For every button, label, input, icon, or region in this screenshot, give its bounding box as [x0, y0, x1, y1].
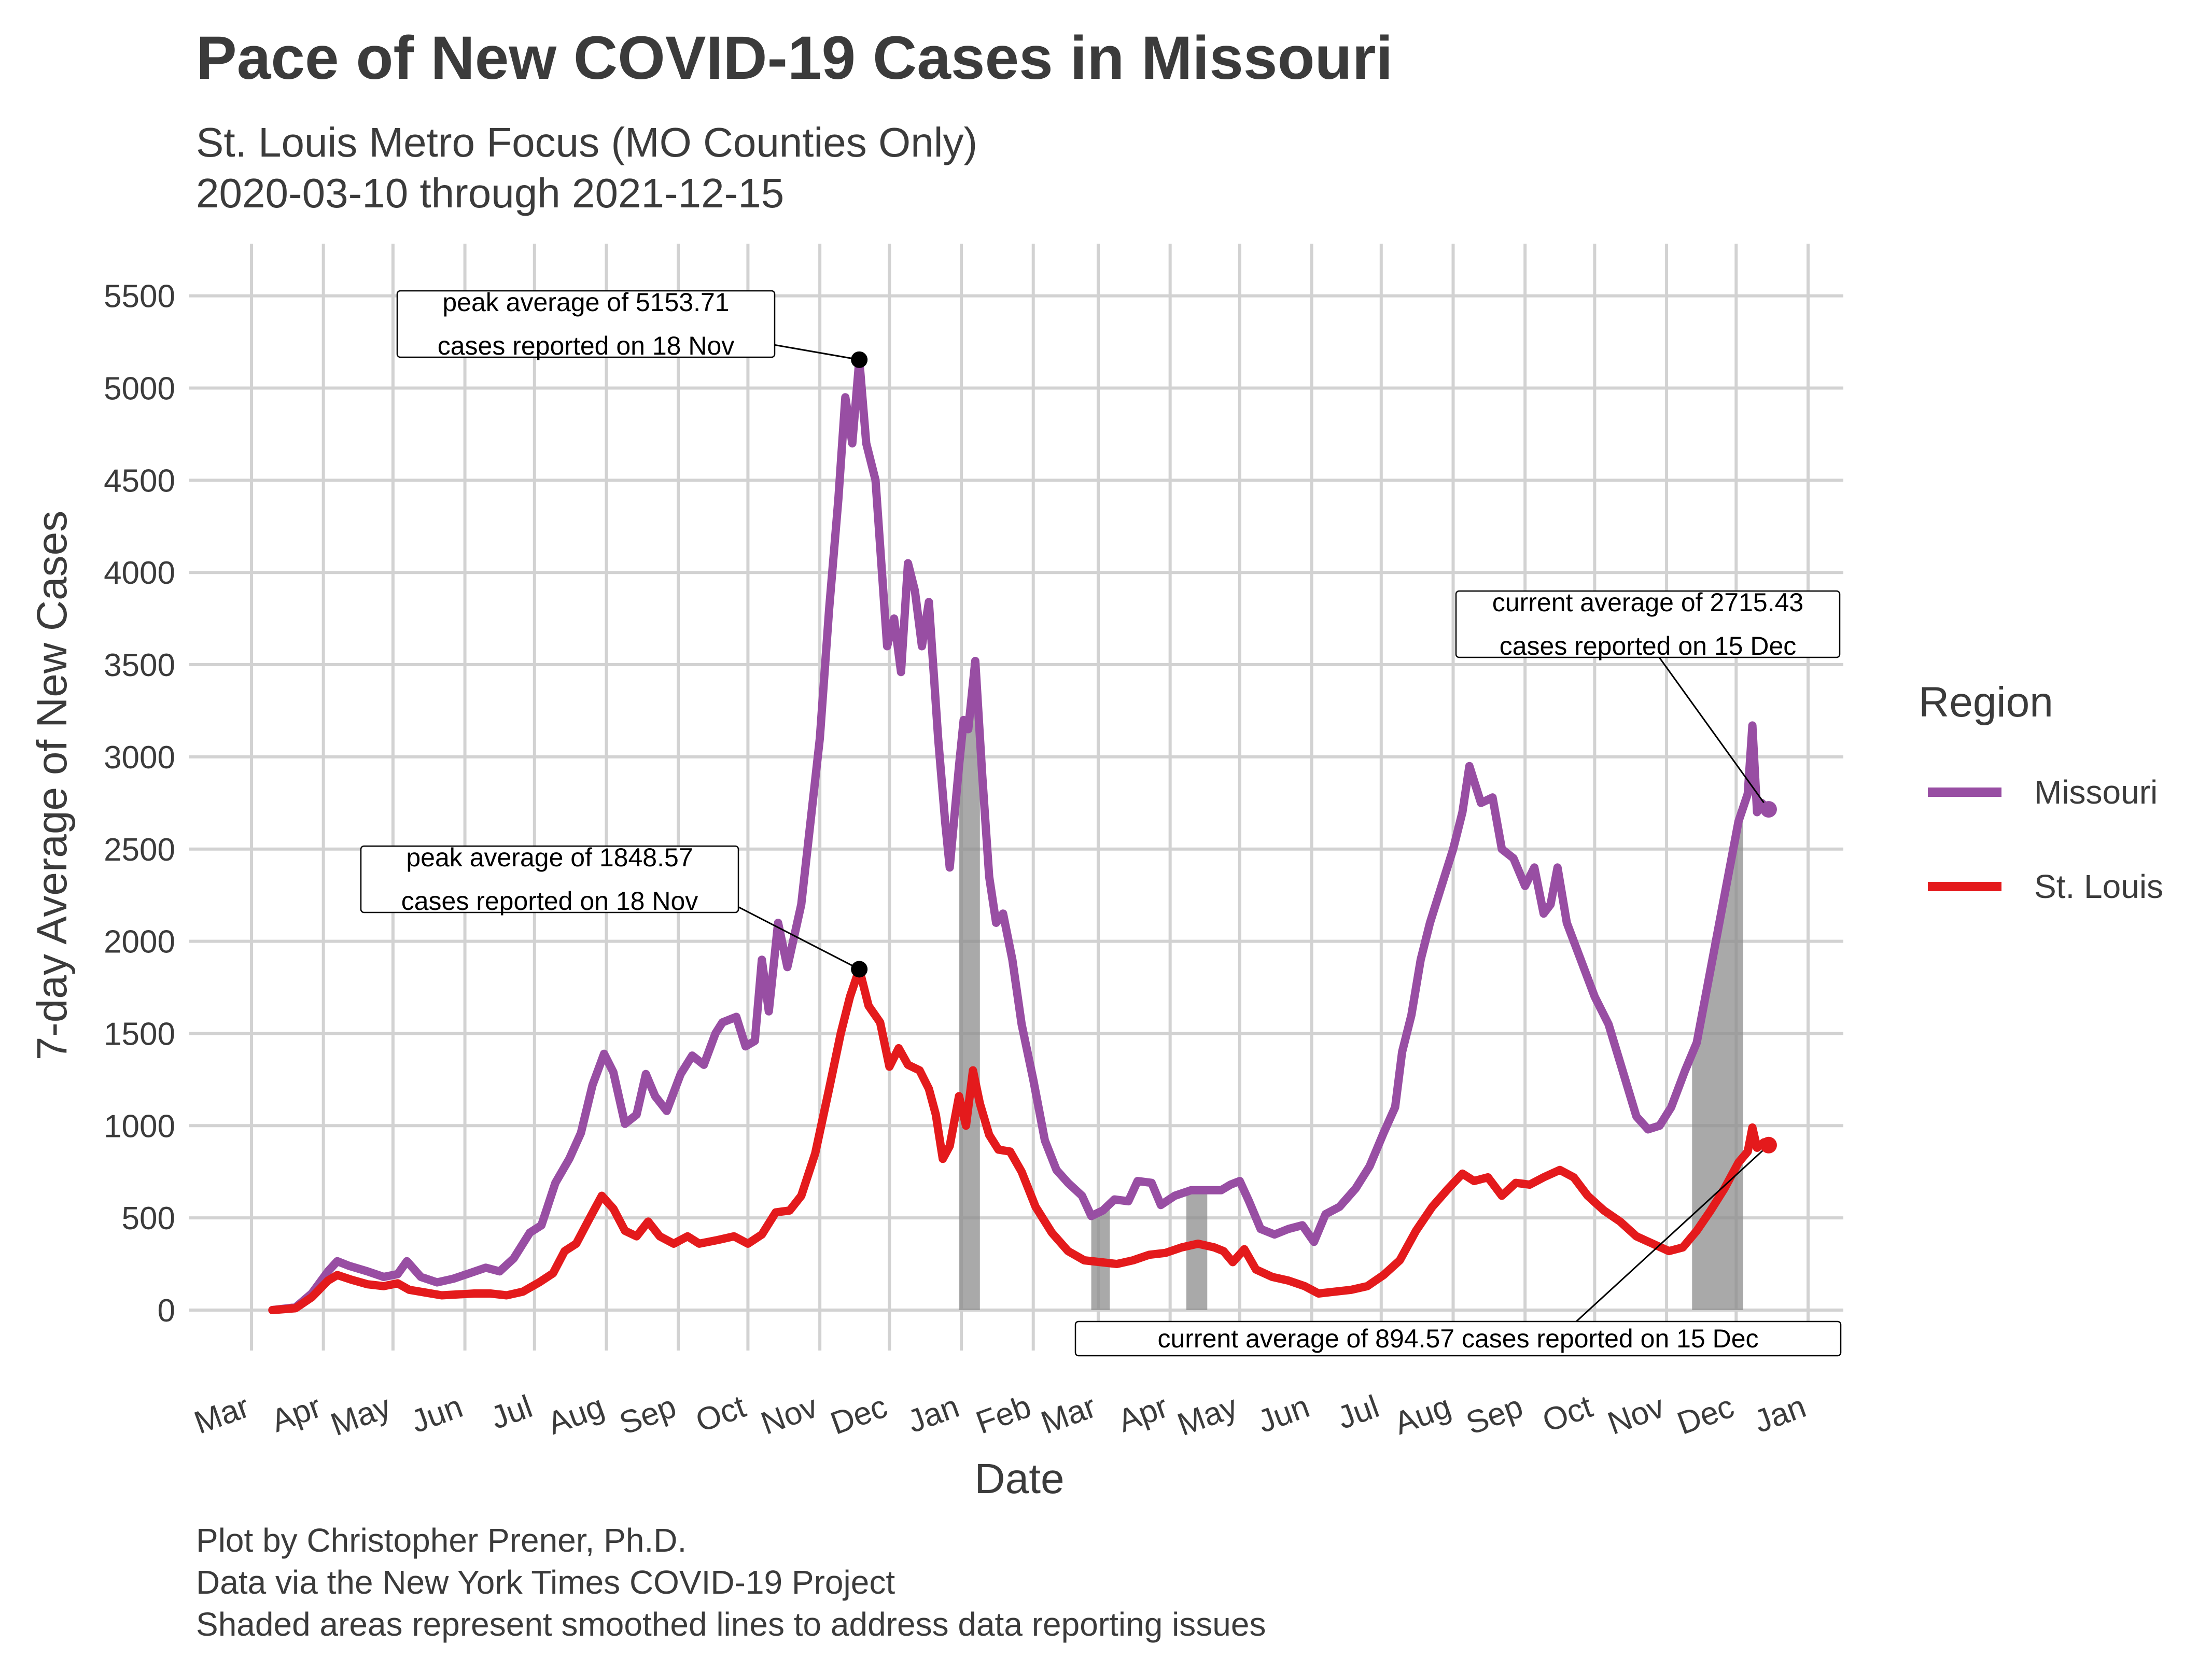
legend-title: Region [1919, 679, 2053, 726]
x-tick-label-apr-13: Apr [1113, 1388, 1172, 1439]
y-tick-label-4000: 4000 [104, 555, 175, 591]
grid-lines [189, 244, 1843, 1351]
shaded-area-2 [1091, 1204, 1110, 1310]
y-axis-ticks: 0 500 1000 1500 2000 2500 3000 3500 4000 4500 5000… [104, 279, 175, 1329]
x-tick-label-nov-20: Nov [1603, 1388, 1669, 1442]
caption-line-3: Shaded areas represent smoothed lines to… [196, 1606, 1266, 1643]
x-tick-label-jul-16: Jul [1333, 1388, 1384, 1436]
y-tick-label-4500: 4500 [104, 463, 175, 499]
caption-line-1: Plot by Christopher Prener, Ph.D. [196, 1522, 687, 1559]
x-axis-title: Date [974, 1455, 1064, 1502]
annotation-missouri-current-box [1455, 590, 1841, 658]
annotation-missouri-current-text-line-2: cases reported on 15 Dec [1500, 631, 1797, 660]
y-tick-label-5000: 5000 [104, 371, 175, 407]
legend-label-st-louis: St. Louis [2034, 868, 2163, 905]
annotation-st-louis-current-point [1760, 1136, 1777, 1154]
chart-title: Pace of New COVID-19 Cases in Missouri [196, 24, 1393, 92]
y-axis-title: 7-day Average of New Cases [29, 511, 76, 1061]
y-tick-label-1000: 1000 [104, 1108, 175, 1144]
series-lines [268, 355, 1773, 1314]
annotation-st-louis-current-box [1074, 1320, 1842, 1357]
series-line-st-louis [268, 965, 1773, 1314]
annotation-missouri-peak-point [851, 351, 868, 368]
x-tick-label-may-2: May [326, 1388, 396, 1443]
x-tick-label-dec-9: Dec [826, 1388, 892, 1442]
x-tick-label-aug-17: Aug [1390, 1388, 1455, 1442]
x-tick-label-jun-15: Jun [1253, 1388, 1314, 1440]
shaded-area-3 [1186, 1190, 1208, 1310]
legend: Region Missouri St. Louis [1919, 679, 2163, 905]
shaded-area-1 [959, 660, 980, 1310]
x-tick-label-jun-3: Jun [407, 1388, 468, 1440]
y-tick-label-2500: 2500 [104, 832, 175, 868]
x-tick-label-sep-18: Sep [1462, 1388, 1528, 1442]
x-tick-label-mar-0: Mar [190, 1388, 254, 1441]
x-tick-label-feb-11: Feb [971, 1388, 1035, 1441]
annotation-missouri-peak-text-line-1: peak average of 5153.71 [442, 288, 729, 317]
annotation-missouri-peak-box [396, 290, 776, 358]
x-tick-label-oct-19: Oct [1538, 1388, 1597, 1439]
chart-subtitle-line-1: St. Louis Metro Focus (MO Counties Only) [196, 119, 977, 165]
x-tick-label-jan-22: Jan [1749, 1388, 1811, 1440]
y-tick-label-3500: 3500 [104, 648, 175, 683]
x-tick-label-jul-4: Jul [486, 1388, 537, 1436]
y-tick-label-0: 0 [158, 1293, 175, 1329]
series-line-missouri [268, 355, 1773, 1314]
annotation-st-louis-peak-leader [720, 897, 860, 970]
x-axis-ticks: Mar Apr May Jun Jul Aug Sep Oct Nov Dec Jan Feb Mar A… [190, 1388, 1811, 1443]
annotation-st-louis-peak-point [851, 961, 868, 978]
shaded-area-4 [1692, 807, 1743, 1310]
annotation-st-louis-current-text-line-1: current average of 894.57 cases reported… [1157, 1324, 1758, 1353]
x-tick-label-may-14: May [1173, 1388, 1242, 1443]
x-tick-label-oct-7: Oct [691, 1388, 750, 1439]
x-tick-label-dec-21: Dec [1673, 1388, 1739, 1442]
x-tick-label-sep-6: Sep [615, 1388, 681, 1442]
annotation-st-louis-peak-text-line-1: peak average of 1848.57 [406, 843, 693, 872]
annotation-st-louis-current-leader [1575, 1144, 1769, 1323]
annotation-missouri-current-point [1760, 801, 1777, 818]
y-tick-label-2000: 2000 [104, 924, 175, 960]
x-tick-label-nov-8: Nov [757, 1388, 822, 1442]
annotation-missouri-current-leader [1658, 657, 1770, 810]
annotation-missouri-current-text-line-1: current average of 2715.43 [1492, 588, 1803, 617]
y-tick-label-500: 500 [122, 1201, 175, 1236]
annotation-missouri-peak-text-line-2: cases reported on 18 Nov [438, 331, 735, 360]
annotation-st-louis-peak-text-line-2: cases reported on 18 Nov [401, 887, 698, 916]
x-tick-label-mar-12: Mar [1037, 1388, 1101, 1441]
x-tick-label-apr-1: Apr [267, 1388, 326, 1439]
annotations: peak average of 5153.71 cases reported on… [360, 288, 1842, 1357]
y-tick-label-3000: 3000 [104, 740, 175, 776]
caption-line-2: Data via the New York Times COVID-19 Pro… [196, 1564, 895, 1601]
legend-label-missouri: Missouri [2034, 774, 2158, 811]
y-tick-label-1500: 1500 [104, 1016, 175, 1052]
x-tick-label-jan-10: Jan [903, 1388, 964, 1440]
x-tick-label-aug-5: Aug [543, 1388, 609, 1442]
chart-subtitle-line-2: 2020-03-10 through 2021-12-15 [196, 170, 784, 216]
y-tick-label-5500: 5500 [104, 279, 175, 315]
annotation-missouri-peak-leader [764, 342, 860, 361]
annotation-st-louis-peak-box [360, 845, 739, 913]
